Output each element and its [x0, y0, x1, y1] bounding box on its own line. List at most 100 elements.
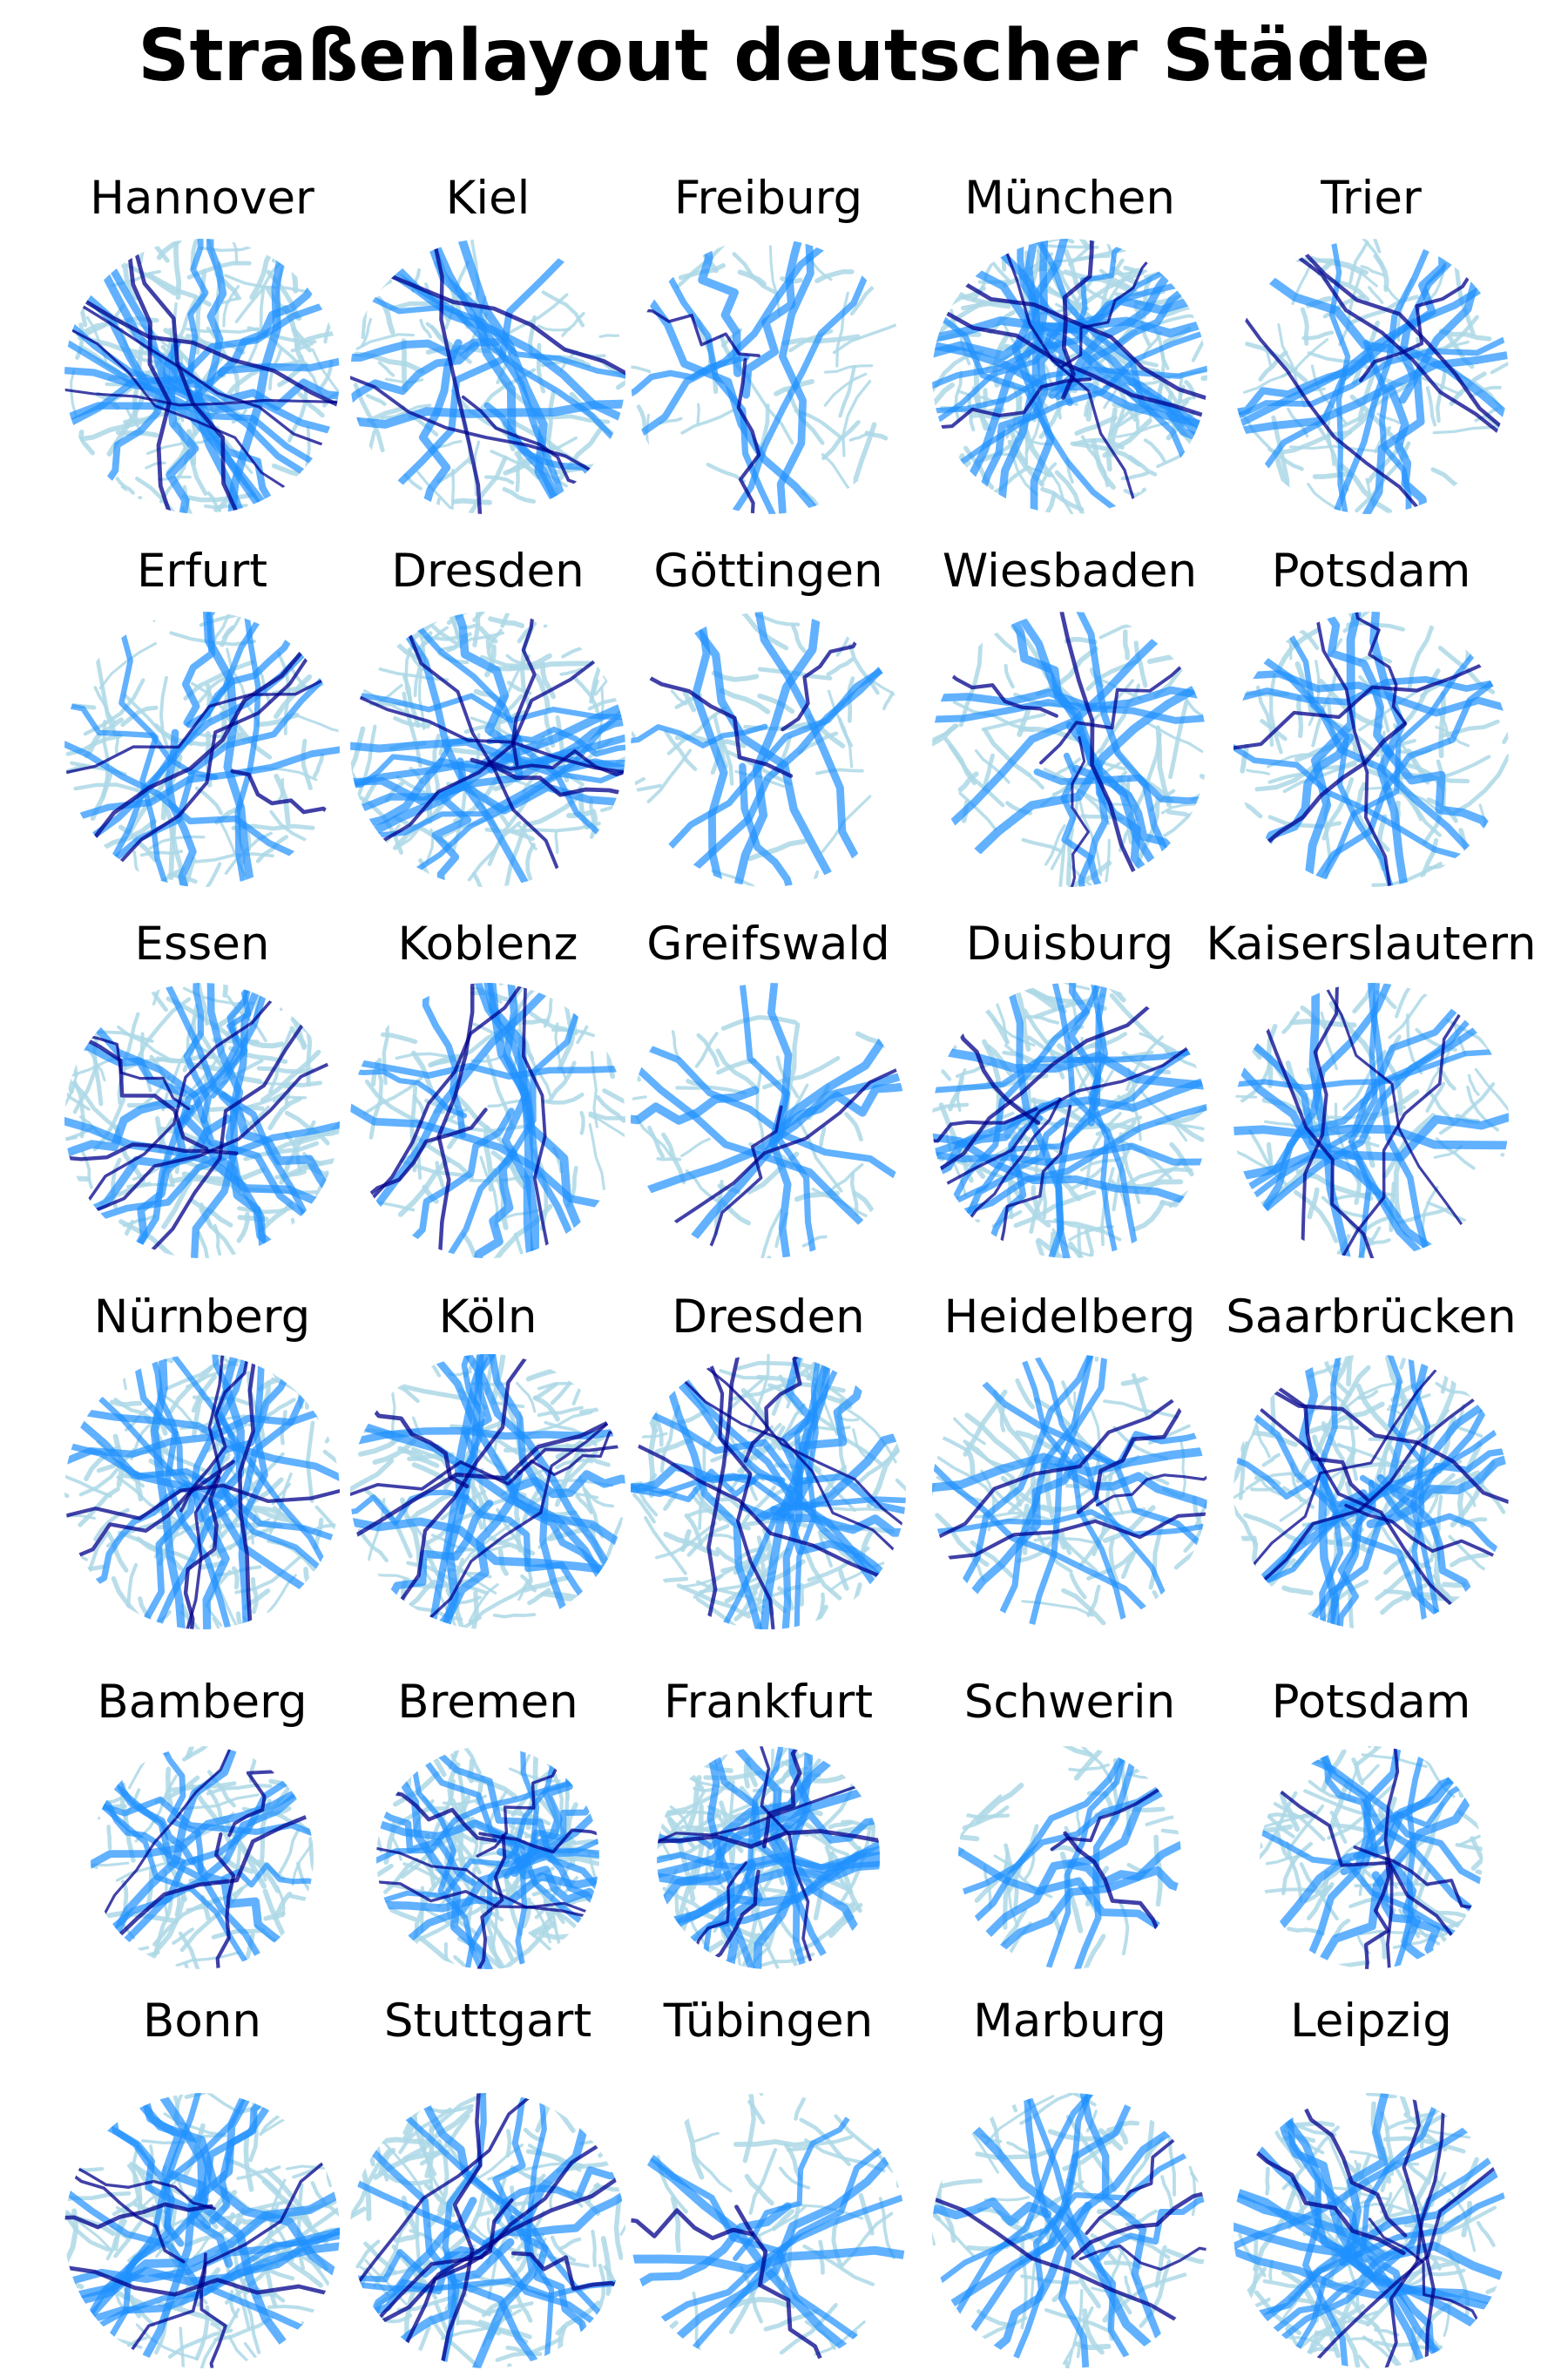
- road-map-saarbruecken-20: [1225, 1345, 1517, 1638]
- minor-road-17: [357, 1809, 382, 1851]
- minor-road-18: [809, 1607, 826, 1654]
- minor-road-82: [508, 2131, 510, 2156]
- minor-road-61: [109, 1826, 111, 1848]
- minor-road-9: [1147, 1814, 1233, 1825]
- minor-road-45: [1030, 775, 1043, 788]
- minor-road-60: [590, 1125, 604, 1189]
- minor-road-14: [837, 293, 848, 366]
- minor-road-39: [1162, 2177, 1172, 2209]
- minor-road-8: [39, 1567, 103, 1592]
- road-map-essen-11: [56, 974, 348, 1267]
- minor-road-73: [274, 466, 339, 498]
- minor-road-52: [1051, 2362, 1068, 2377]
- minor-road-47: [180, 2328, 183, 2369]
- city-label-freiburg-3: Freiburg: [674, 171, 862, 227]
- minor-road-69: [293, 1220, 298, 1245]
- minor-road-89: [112, 1402, 140, 1405]
- minor-road-15: [298, 1864, 323, 1925]
- minor-road-14: [750, 2073, 761, 2094]
- minor-road-50: [177, 1953, 238, 1966]
- minor-road-11: [532, 2064, 574, 2131]
- page-title: Straßenlayout deutscher Städte: [0, 9, 1568, 105]
- minor-road-103: [1038, 494, 1054, 537]
- minor-road-25: [1241, 803, 1260, 816]
- road-map-nuernberg-16: [56, 1345, 348, 1638]
- city-label-kaiserslautern-15: Kaiserslautern: [1206, 917, 1536, 972]
- minor-road-35: [380, 362, 394, 375]
- minor-road-65: [451, 471, 455, 538]
- minor-road-71: [1264, 1455, 1279, 1466]
- minor-road-60: [139, 1730, 166, 1754]
- city-label-trier-5: Trier: [1321, 171, 1422, 227]
- road-map-dresden-18: [622, 1345, 915, 1638]
- minor-road-21: [368, 396, 385, 404]
- minor-road-80: [556, 833, 558, 852]
- minor-road-41: [199, 1233, 214, 1297]
- minor-road-36: [935, 1202, 973, 1270]
- minor-road-108: [187, 328, 257, 332]
- minor-road-105: [1478, 2223, 1494, 2245]
- minor-road-31: [362, 1575, 408, 1579]
- minor-road-9: [796, 2098, 805, 2118]
- city-label-dresden-7: Dresden: [391, 544, 585, 599]
- minor-road-26: [1006, 666, 1013, 687]
- minor-road-64: [1363, 1765, 1378, 1780]
- road-map-bonn-26: [56, 2084, 348, 2377]
- minor-road-16: [673, 2198, 679, 2251]
- minor-road-136: [1203, 377, 1222, 380]
- minor-road-84: [647, 1791, 672, 1859]
- minor-road-53: [1155, 633, 1191, 696]
- road-map-koeln-17: [341, 1345, 634, 1638]
- city-label-marburg-29: Marburg: [973, 1994, 1166, 2049]
- road-map-muenchen-4: [923, 230, 1216, 523]
- city-label-frankfurt-23: Frankfurt: [664, 1675, 873, 1730]
- minor-road-59: [161, 678, 169, 752]
- minor-road-38: [762, 1954, 814, 1966]
- minor-road-4: [40, 1477, 67, 1496]
- minor-road-32: [1163, 1831, 1227, 1846]
- minor-road-19: [745, 2077, 754, 2160]
- minor-road-106: [1112, 996, 1174, 1052]
- city-label-bonn-26: Bonn: [143, 1994, 261, 2049]
- minor-road-40: [794, 626, 805, 651]
- minor-road-85: [1079, 1229, 1084, 1290]
- minor-road-93: [529, 1366, 571, 1379]
- minor-road-56: [81, 440, 93, 453]
- minor-road-72: [244, 1617, 294, 1657]
- minor-road-75: [455, 1957, 476, 1988]
- minor-road-33: [946, 740, 975, 783]
- minor-road-10: [595, 2265, 604, 2326]
- minor-road-40: [847, 1114, 862, 1140]
- minor-road-28: [1428, 388, 1435, 424]
- minor-road-35: [630, 1401, 656, 1431]
- minor-road-28: [184, 495, 253, 500]
- city-label-kiel-2: Kiel: [446, 171, 531, 227]
- city-label-muenchen-4: München: [964, 171, 1175, 227]
- minor-road-21: [294, 259, 296, 291]
- minor-road-31: [538, 326, 570, 330]
- minor-road-65: [1068, 830, 1071, 884]
- minor-road-75: [358, 2123, 373, 2164]
- minor-road-78: [539, 1408, 582, 1416]
- minor-road-34: [1008, 2143, 1029, 2153]
- road-map-erfurt-6: [56, 603, 348, 896]
- road-map-tuebingen-28: [622, 2084, 915, 2377]
- minor-road-36: [1396, 974, 1419, 1017]
- minor-road-33: [708, 464, 744, 481]
- minor-road-55: [311, 1839, 321, 1892]
- minor-road-33: [713, 871, 783, 915]
- minor-road-55: [1111, 2250, 1122, 2282]
- minor-road-51: [1257, 1751, 1322, 1763]
- minor-road-29: [1268, 632, 1291, 643]
- minor-road-47: [1171, 702, 1186, 776]
- minor-road-19: [1135, 1202, 1163, 1229]
- minor-road-16: [1154, 1592, 1166, 1611]
- city-label-potsdam-10: Potsdam: [1272, 544, 1471, 599]
- road-map-greifswald-13: [622, 974, 915, 1267]
- road-map-trier-5: [1225, 230, 1517, 523]
- minor-road-11: [817, 769, 862, 773]
- minor-road-107: [843, 1585, 860, 1665]
- minor-road-20: [618, 2323, 676, 2377]
- road-map-koblenz-12: [341, 974, 634, 1267]
- minor-road-15: [1428, 2334, 1483, 2377]
